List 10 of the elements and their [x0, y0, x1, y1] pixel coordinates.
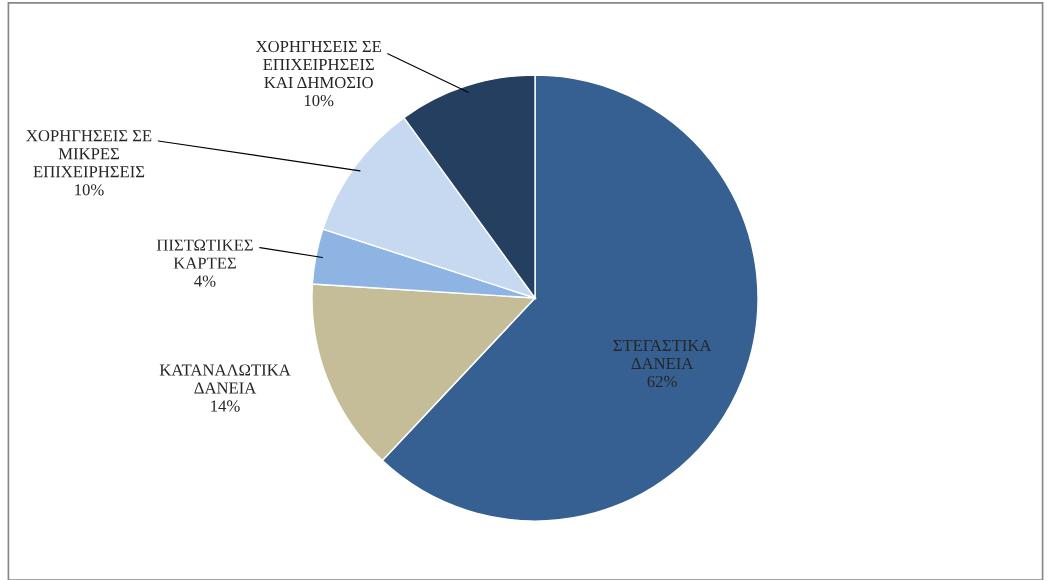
- data-label: 4%: [194, 275, 216, 287]
- slice-label: ΠΙΣΤΩΤΙΚΕΣ ΚΑΡΤΕΣ: [156, 239, 253, 269]
- slice-label: ΧΟΡΗΓΗΣΕΙΣ ΣΕ ΕΠΙΧΕΙΡΗΣΕΙΣ ΚΑΙ ΔΗΜΟΣΙΟ: [255, 40, 381, 89]
- data-label: 10%: [75, 184, 104, 196]
- slice-label: ΚΑΤΑΝΑΛΩΤΙΚΑ ΔΑΝΕΙΑ: [159, 364, 291, 394]
- data-label: 14%: [211, 400, 240, 412]
- data-label: 62%: [647, 375, 677, 388]
- slice-label: ΣΤΕΓΑΣΤΙΚΑ ΔΑΝΕΙΑ: [613, 339, 712, 369]
- data-label: 10%: [304, 94, 334, 107]
- slice-label: ΧΟΡΗΓΗΣΕΙΣ ΣΕ ΜΙΚΡΕΣ ΕΠΙΧΕΙΡΗΣΕΙΣ: [26, 130, 152, 178]
